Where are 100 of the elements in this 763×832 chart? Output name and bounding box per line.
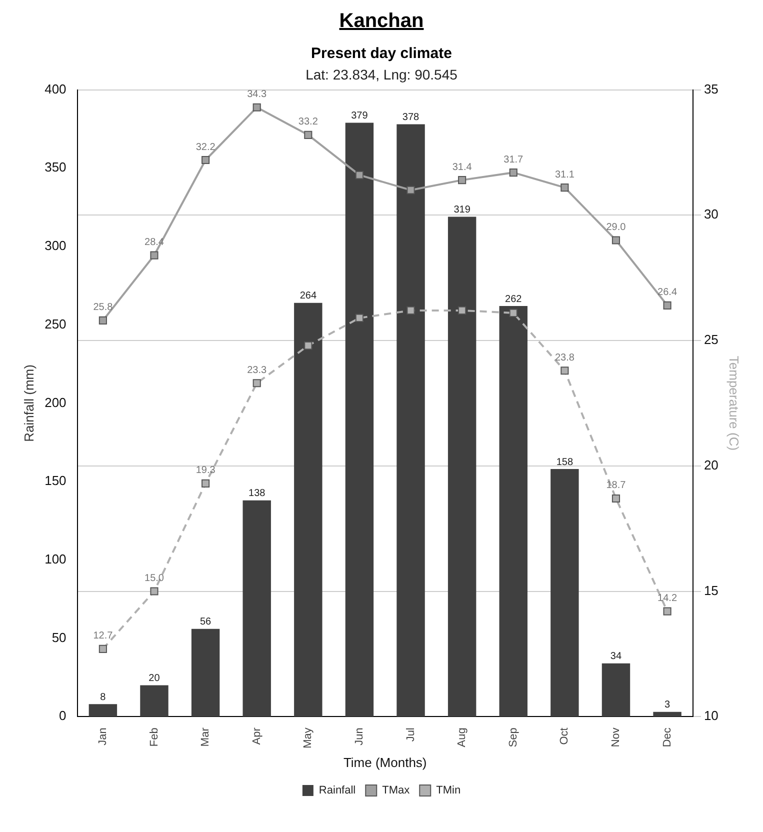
data-label: 34 — [610, 651, 622, 662]
data-label: 19.3 — [196, 465, 216, 476]
point — [150, 251, 158, 260]
y-axis-title: Rainfall (mm) — [21, 364, 36, 442]
point — [406, 306, 415, 314]
bar — [499, 306, 528, 717]
y-tick-label: 200 — [44, 394, 66, 410]
data-label: 25.8 — [93, 302, 114, 314]
point — [458, 176, 466, 184]
data-label: 15.0 — [144, 573, 164, 584]
data-label: 32.2 — [196, 142, 216, 153]
bar — [345, 122, 374, 717]
data-label: 138 — [248, 488, 266, 500]
bar — [602, 663, 630, 717]
bar — [140, 685, 168, 717]
point — [560, 184, 569, 192]
data-label: 31.4 — [452, 162, 472, 173]
bar — [294, 302, 322, 717]
point — [202, 156, 210, 164]
x-tick-label: Jul — [404, 728, 417, 742]
y-tick-label: 50 — [52, 630, 66, 645]
data-label: 12.7 — [93, 630, 114, 642]
x-tick-label: Jun — [353, 728, 366, 746]
bar — [396, 124, 425, 717]
x-tick-label: Dec — [661, 727, 674, 748]
legend-label: TMin — [436, 784, 461, 797]
chart-subtitle: Lat: 23.834, Lng: 90.545 — [306, 66, 458, 82]
point — [355, 171, 364, 180]
data-label: 378 — [402, 112, 420, 124]
data-label: 8 — [100, 692, 106, 703]
y-tick-label: 400 — [44, 81, 66, 96]
data-label: 20 — [148, 673, 160, 684]
x-tick-label: Sep — [507, 728, 520, 748]
point — [304, 342, 312, 350]
point — [509, 308, 518, 317]
y-tick-label: 350 — [44, 160, 66, 175]
y2-tick-label: 10 — [704, 708, 718, 724]
point — [202, 479, 210, 488]
bar — [653, 712, 682, 717]
bar — [242, 500, 271, 717]
point — [612, 494, 620, 503]
x-tick-label: May — [302, 727, 314, 748]
data-label: 3 — [664, 700, 671, 711]
x-tick-label: Oct — [558, 728, 571, 745]
x-tick-label: Mar — [200, 727, 212, 747]
point — [355, 314, 364, 322]
data-label: 14.2 — [658, 593, 678, 604]
bar — [191, 628, 220, 717]
point — [252, 379, 261, 388]
data-label: 18.7 — [606, 480, 626, 492]
point — [663, 607, 672, 616]
data-label: 33.2 — [298, 116, 318, 128]
x-tick-label: Apr — [250, 727, 263, 745]
data-label: 23.8 — [554, 352, 575, 364]
y2-tick-label: 15 — [704, 582, 718, 598]
chart-title: Present day climate — [311, 45, 452, 62]
x-tick-label: Aug — [456, 728, 468, 748]
point — [663, 301, 672, 310]
point — [98, 316, 107, 325]
point — [560, 366, 569, 375]
data-label: 56 — [200, 616, 212, 628]
data-label: 262 — [505, 294, 522, 305]
y-tick-label: 150 — [44, 473, 66, 488]
bar — [550, 469, 579, 717]
x-tick-label: Nov — [610, 727, 622, 748]
y-tick-label: 300 — [44, 238, 66, 254]
point — [98, 644, 107, 653]
data-label: 31.1 — [554, 169, 575, 180]
data-label: 264 — [300, 290, 317, 302]
point — [252, 103, 261, 112]
point — [509, 168, 518, 177]
x-axis-title: Time (Months) — [343, 754, 427, 770]
legend-label: Rainfall — [318, 784, 356, 797]
x-tick-label: Feb — [148, 728, 160, 747]
data-label: 319 — [454, 204, 471, 216]
data-label: 379 — [351, 110, 368, 122]
y2-tick-label: 35 — [704, 81, 718, 96]
y-tick-label: 100 — [44, 551, 66, 566]
data-label: 29.0 — [606, 222, 626, 233]
y2-axis-title: Temperature (C) — [726, 356, 742, 451]
data-label: 31.7 — [504, 154, 524, 166]
data-label: 34.3 — [247, 89, 268, 100]
legend-label: TMax — [382, 784, 410, 797]
data-label: 26.4 — [658, 287, 678, 298]
y-tick-label: 250 — [44, 316, 66, 332]
data-label: 158 — [556, 456, 574, 468]
point — [458, 306, 466, 314]
bar — [448, 216, 476, 717]
point — [406, 186, 415, 194]
point — [304, 130, 312, 139]
point — [612, 236, 620, 244]
x-tick-label: Jan — [96, 728, 109, 746]
y2-tick-label: 20 — [704, 457, 718, 472]
y2-tick-label: 25 — [704, 332, 718, 348]
bar — [88, 704, 118, 717]
text: Kanchan — [338, 10, 425, 33]
y-tick-label: 0 — [59, 708, 66, 724]
y2-tick-label: 30 — [704, 206, 718, 222]
point — [150, 587, 158, 596]
data-label: 23.3 — [247, 364, 268, 376]
